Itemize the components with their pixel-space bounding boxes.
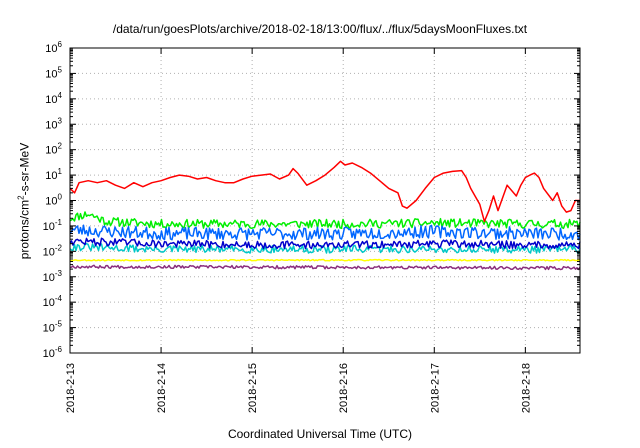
y-tick-label: 105	[45, 65, 62, 80]
y-tick-label: 10-1	[43, 218, 63, 233]
y-tick-label: 10-3	[43, 269, 63, 284]
y-axis-label: protons/cm2-s-sr-MeV	[16, 142, 32, 260]
y-tick-label: 106	[45, 40, 62, 55]
y-tick-label: 104	[45, 91, 62, 106]
y-tick-label: 10-6	[43, 345, 63, 360]
series-line	[69, 264, 581, 271]
grid-lines	[70, 48, 580, 353]
x-tick-label: 2018-2-14	[156, 363, 168, 413]
x-tick-label: 2018-2-18	[520, 363, 532, 413]
series-line	[69, 224, 581, 241]
chart-title: /data/run/goesPlots/archive/2018-02-18/1…	[112, 22, 528, 36]
series-line	[69, 258, 581, 262]
x-tick-label: 2018-2-13	[65, 363, 77, 413]
y-tick-label: 101	[45, 167, 62, 182]
x-tick-label: 2018-2-16	[338, 363, 350, 413]
y-tick-label: 100	[45, 193, 62, 208]
series-lines	[69, 160, 581, 271]
series-line	[69, 211, 581, 230]
y-tick-label: 103	[45, 116, 62, 131]
x-axis-ticks: 2018-2-13 2018-2-14 2018-2-15 2018-2-16 2018…	[65, 48, 532, 413]
y-tick-label: 10-2	[43, 243, 63, 258]
series-line	[69, 160, 580, 223]
y-tick-label: 102	[45, 142, 62, 157]
y-axis-ticks: 10-6 10-5 10-4 10-3 10-2 10-1 100 101 102 103 104 1…	[43, 40, 580, 360]
x-tick-label: 2018-2-15	[247, 363, 259, 413]
y-tick-label: 10-5	[43, 320, 63, 335]
x-tick-label: 2018-2-17	[429, 363, 441, 413]
x-axis-label: Coordinated Universal Time (UTC)	[227, 427, 413, 441]
series-line	[69, 237, 581, 250]
y-tick-label: 10-4	[43, 294, 63, 309]
